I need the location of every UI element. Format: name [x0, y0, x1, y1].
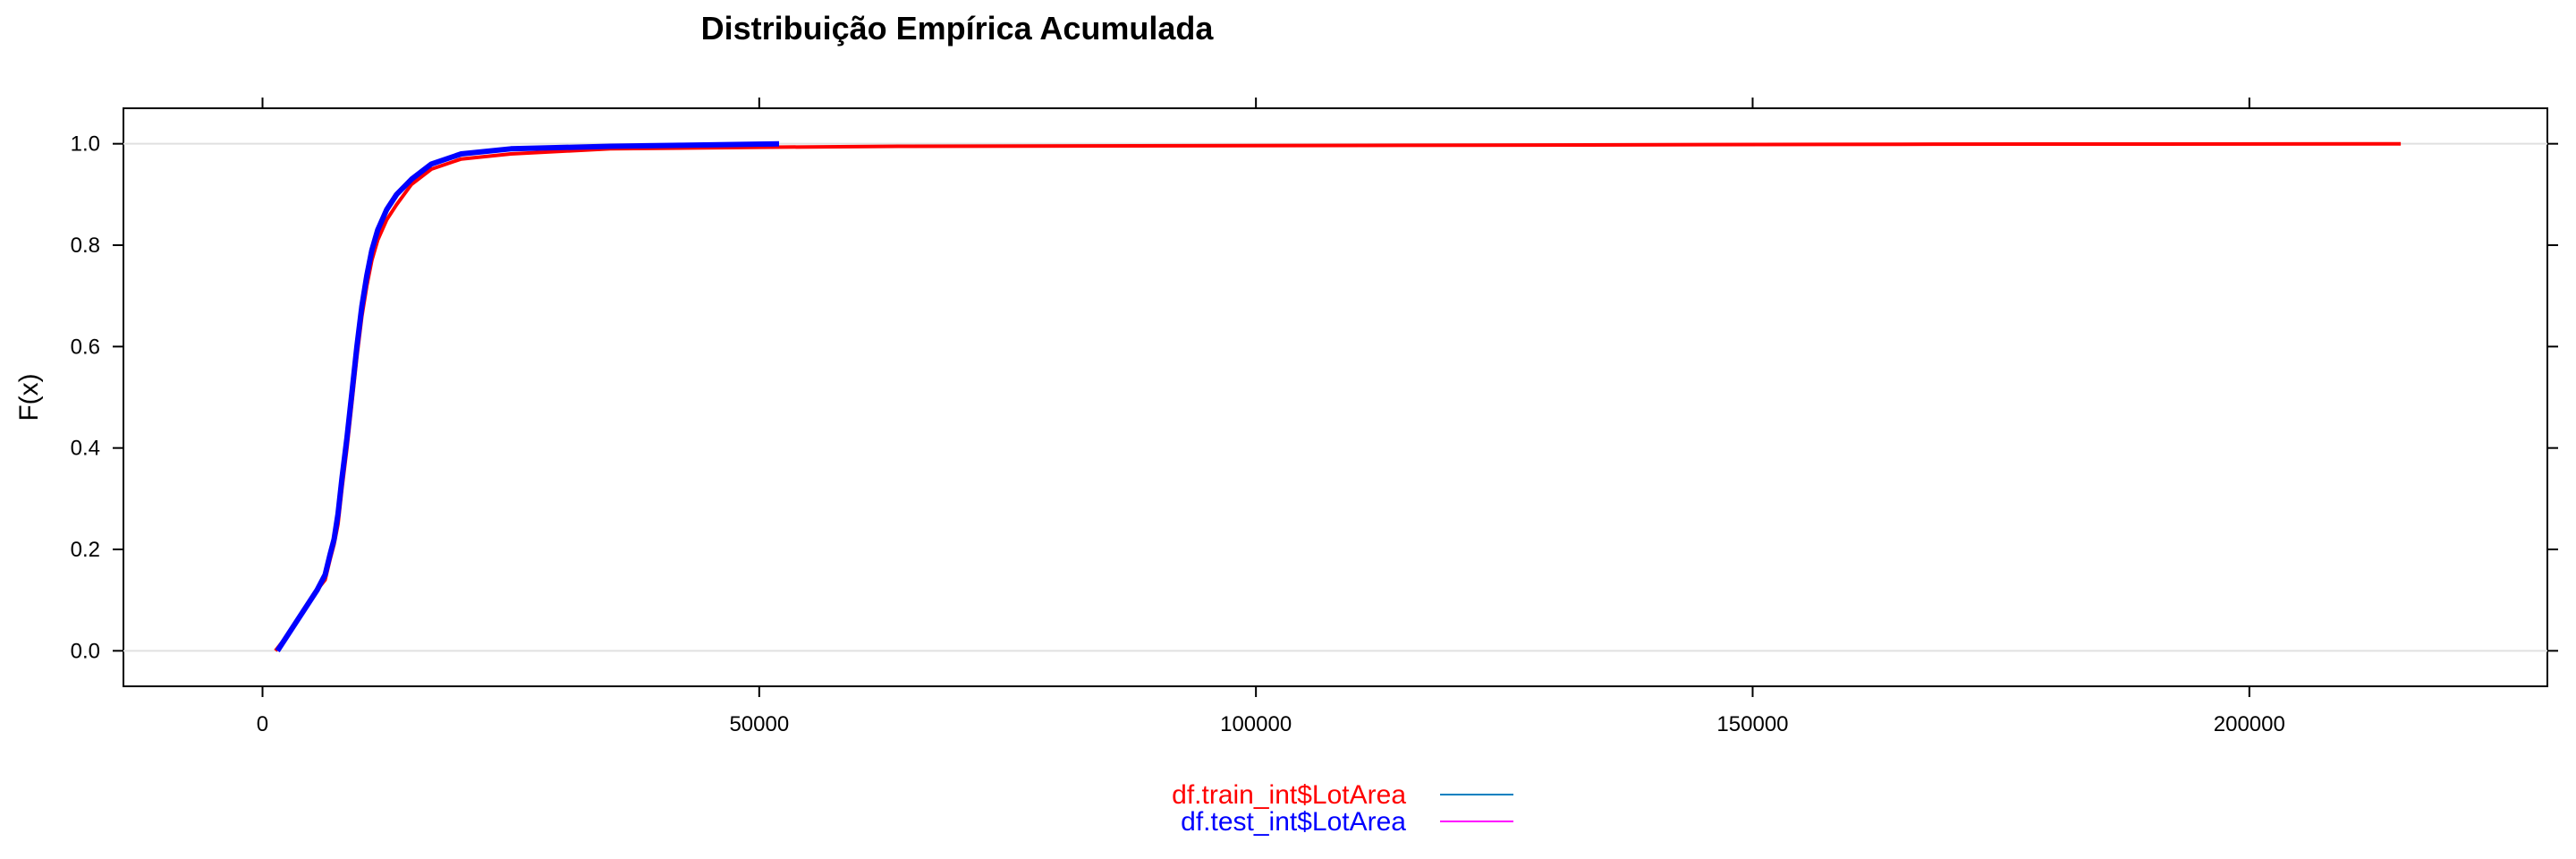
x-tick-label: 100000: [1220, 712, 1292, 736]
y-tick-label: 0.4: [71, 437, 100, 461]
x-tick-label: 150000: [1716, 712, 1788, 736]
chart-title: Distribuição Empírica Acumulada: [701, 10, 1215, 47]
y-tick-label: 0.6: [71, 335, 100, 359]
gridlines: [123, 142, 2547, 652]
legend-label: df.train_int$LotArea: [1172, 780, 1406, 810]
y-tick-label: 0.2: [71, 538, 100, 562]
y-tick-label: 1.0: [71, 132, 100, 157]
x-tick-label: 200000: [2214, 712, 2285, 736]
series-lines: [274, 140, 2402, 652]
x-tick-label: 50000: [729, 712, 789, 736]
series-line-test: [275, 140, 780, 652]
plot-frame: [123, 107, 2548, 687]
series-line-train: [274, 141, 2402, 652]
y-axis: 0.0 0.2 0.4 0.6 0.8 1.0: [71, 132, 2558, 663]
x-axis: 0 50000 100000 150000 200000: [257, 98, 2285, 736]
x-tick-label: 0: [257, 712, 268, 736]
y-tick-label: 0.0: [71, 639, 100, 663]
legend-label: df.test_int$LotArea: [1181, 807, 1406, 837]
y-axis-label: F(x): [14, 373, 44, 421]
y-tick-label: 0.8: [71, 234, 100, 258]
